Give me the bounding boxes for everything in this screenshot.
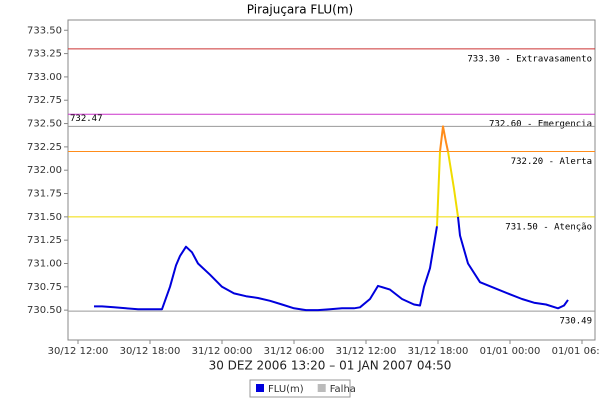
data-line — [436, 151, 441, 227]
data-line — [447, 151, 459, 218]
y-tick-label: 732.50 — [27, 119, 62, 130]
plot-area — [67, 19, 596, 341]
legend-label: Falha — [330, 384, 356, 395]
threshold-label: 733.30 - Extravasamento — [467, 54, 592, 64]
threshold-label: 732.60 - Emergencia — [489, 120, 592, 130]
y-tick-label: 732.75 — [27, 95, 62, 106]
chart-subtitle: 30 DEZ 2006 13:20 – 01 JAN 2007 04:50 — [209, 359, 452, 373]
y-tick-label: 732.00 — [27, 165, 62, 176]
y-tick-label: 731.25 — [27, 235, 62, 246]
data-line — [439, 125, 449, 152]
x-tick-label: 30/12 12:00 — [48, 346, 109, 357]
y-tick-label: 731.50 — [27, 212, 62, 223]
threshold-label: 731.50 - Atenção — [505, 222, 592, 232]
x-tick-label: 30/12 18:00 — [120, 346, 181, 357]
x-tick-label: 01/01 00:00 — [480, 346, 541, 357]
x-tick-label: 31/12 12:00 — [336, 346, 397, 357]
reference-label: 732.47 — [70, 114, 103, 124]
y-tick-label: 733.00 — [27, 72, 62, 83]
x-tick-label: 01/01 06:00 — [552, 346, 600, 357]
data-line — [457, 216, 569, 310]
x-tick-label: 31/12 18:00 — [408, 346, 469, 357]
x-tick-label: 31/12 00:00 — [192, 346, 253, 357]
y-tick-label: 732.25 — [27, 142, 62, 153]
legend-swatch — [317, 384, 326, 392]
y-tick-label: 733.25 — [27, 49, 62, 60]
y-tick-label: 731.00 — [27, 258, 62, 269]
y-tick-label: 731.75 — [27, 189, 62, 200]
chart-title: Pirajuçara FLU(m) — [247, 3, 353, 17]
x-tick-label: 31/12 06:00 — [264, 346, 325, 357]
data-line — [94, 226, 438, 312]
threshold-label: 732.20 - Alerta — [511, 157, 592, 167]
legend-swatch — [256, 384, 264, 392]
legend-label: FLU(m) — [268, 384, 304, 395]
y-tick-label: 733.50 — [27, 25, 62, 36]
y-tick-label: 730.50 — [27, 305, 62, 316]
y-tick-label: 730.75 — [27, 282, 62, 293]
reference-label: 730.49 — [559, 317, 592, 327]
